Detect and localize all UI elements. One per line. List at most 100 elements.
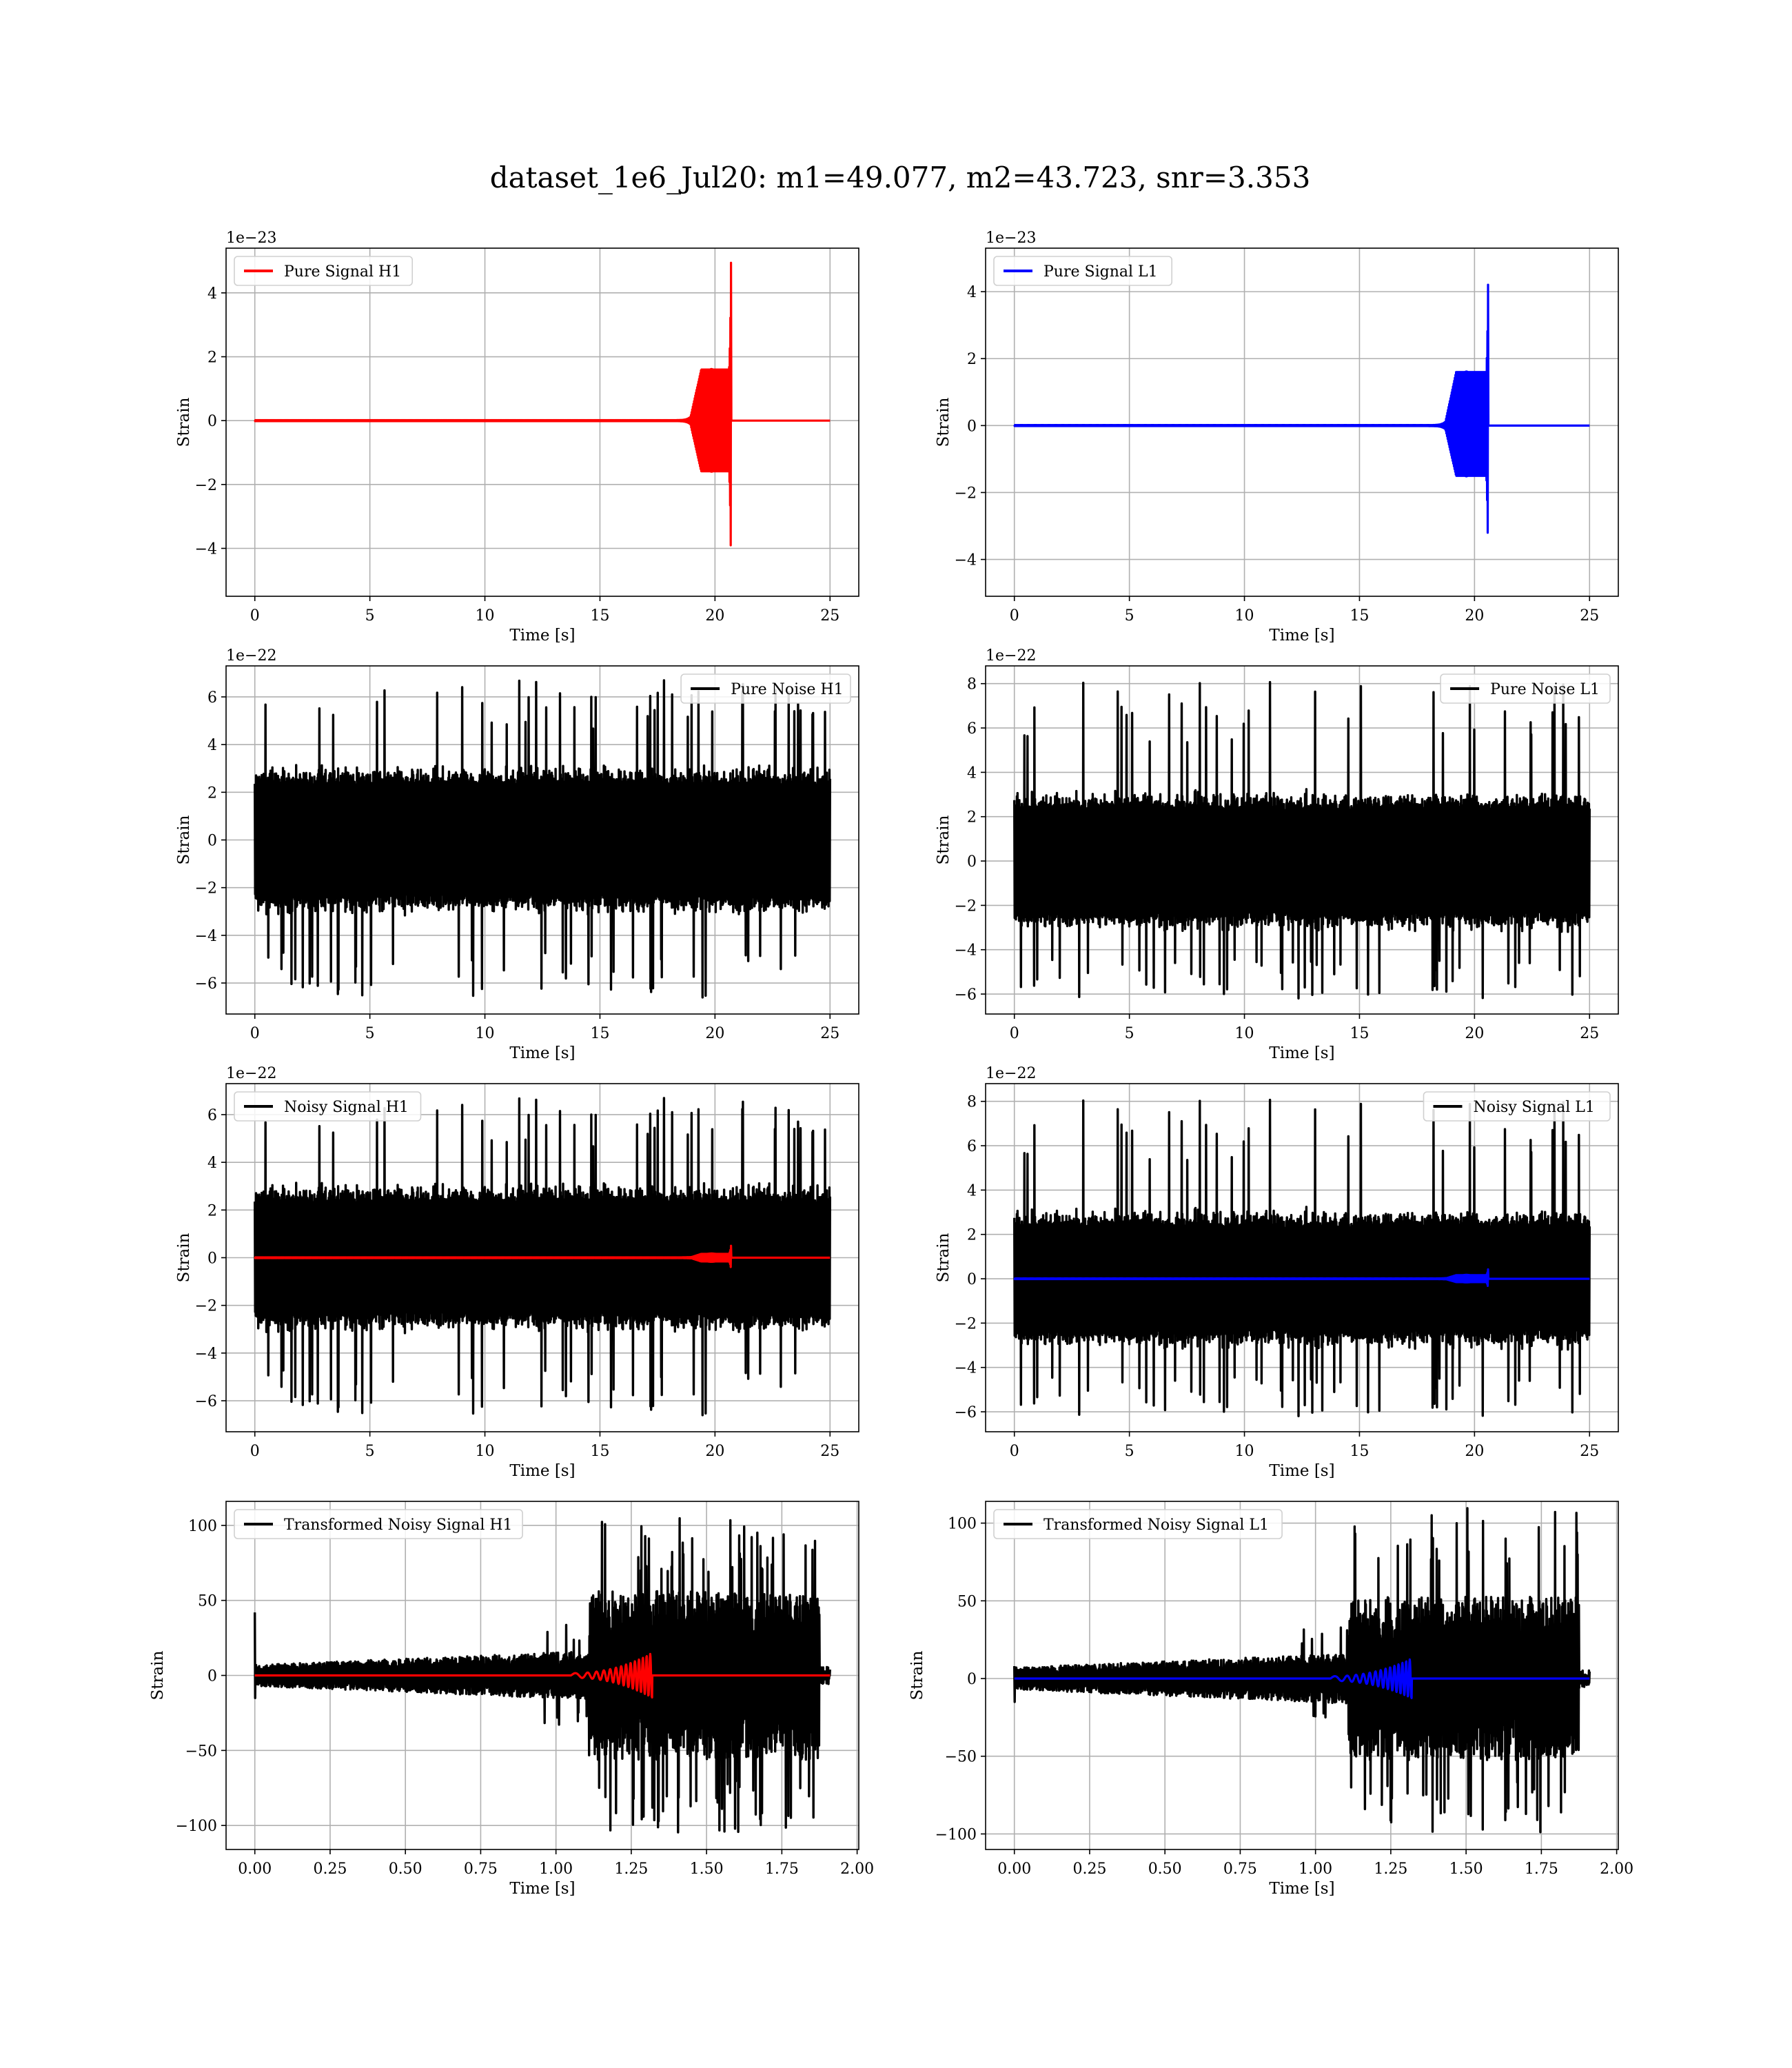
y-tick-label: 6 (967, 720, 977, 738)
x-tick-label: 20 (1465, 1025, 1484, 1042)
y-tick-label: −4 (195, 928, 217, 945)
x-tick-label: 25 (820, 1443, 839, 1460)
y-tick-label: 0 (967, 1671, 977, 1688)
legend: Pure Signal L1 (993, 256, 1173, 286)
legend-label: Pure Signal L1 (1043, 263, 1158, 281)
legend-box (680, 673, 851, 704)
y-tick-label: −4 (195, 541, 217, 558)
x-tick-label: 25 (820, 607, 839, 625)
x-tick-label: 1.50 (690, 1861, 724, 1878)
y-axis-label: Strain (908, 1650, 926, 1700)
series-line-noisy-signal-l1-overlay-1 (1013, 1268, 1591, 1287)
x-axis-label: Time [s] (1269, 1880, 1334, 1898)
y-tick-label: 8 (967, 1094, 977, 1111)
plot-area (1013, 1098, 1591, 1417)
x-tick-label: 0.75 (464, 1861, 498, 1878)
x-tick-label: 0.00 (238, 1861, 272, 1878)
subplot-transformed-noisy-signal-h1: 0.00 0.25 0.50 0.75 1.00 1.25 1.50 1.75 2.00 −100… (149, 1501, 874, 1898)
y-tick-label: 2 (967, 351, 977, 368)
x-tick-label: 10 (476, 1025, 495, 1042)
x-tick-label: 15 (590, 1443, 609, 1460)
legend-label: Noisy Signal H1 (284, 1099, 409, 1116)
legend-box (234, 1091, 422, 1122)
x-tick-label: 0 (1010, 607, 1019, 625)
x-tick-label: 10 (476, 1443, 495, 1460)
axes-frame (985, 247, 1619, 597)
x-axis-label: Time [s] (509, 1880, 575, 1898)
series-line-transformed-noisy-signal-l1 (1013, 1507, 1591, 1834)
x-tick-label: 5 (1125, 607, 1134, 625)
x-axis-label: Time [s] (1269, 627, 1334, 645)
series-line-transformed-noisy-signal-h1 (254, 1517, 831, 1834)
legend-box (993, 1509, 1283, 1539)
x-tick-label: 1.25 (1374, 1861, 1407, 1878)
y-tick-label: 2 (967, 809, 977, 827)
x-tick-label: 0 (1010, 1025, 1019, 1042)
axes-frame (985, 1083, 1619, 1432)
y-axis-label: Strain (935, 815, 953, 864)
x-tick-label: 1.00 (1299, 1861, 1332, 1878)
x-tick-label: 25 (1580, 607, 1599, 625)
y-tick-label: −50 (185, 1743, 217, 1760)
subplot-transformed-noisy-signal-l1: 0.00 0.25 0.50 0.75 1.00 1.25 1.50 1.75 2.00 −100… (908, 1501, 1633, 1898)
y-tick-label: −2 (955, 485, 977, 502)
y-tick-label: 0 (967, 1271, 977, 1288)
y-axis-label: Strain (175, 815, 193, 864)
y-tick-label: −2 (955, 898, 977, 915)
plot-area (254, 679, 831, 999)
x-tick-label: 2.00 (1600, 1861, 1633, 1878)
series-line-transformed-noisy-signal-l1-overlay-1 (1013, 1658, 1591, 1699)
offset-text: 1e−22 (986, 1065, 1036, 1082)
legend: Transformed Noisy Signal L1 (993, 1509, 1283, 1539)
plot-area (254, 261, 831, 547)
y-tick-label: −4 (955, 942, 977, 960)
legend: Transformed Noisy Signal H1 (234, 1509, 523, 1539)
y-tick-label: −2 (195, 880, 217, 898)
y-tick-label: −4 (195, 1346, 217, 1363)
legend-label: Transformed Noisy Signal H1 (284, 1517, 513, 1534)
y-tick-label: −2 (195, 477, 217, 494)
legend-label: Pure Noise H1 (731, 681, 844, 698)
y-tick-label: 50 (198, 1593, 217, 1610)
legend-label: Transformed Noisy Signal L1 (1043, 1517, 1269, 1534)
subplot-noisy-signal-h1: 0 5 10 15 20 25 −6 −4 −2 0 2 4 6 1e−22 Time [s] Strain N… (175, 1065, 859, 1480)
subplot-pure-noise-l1: 0 5 10 15 20 25 −6 −4 −2 0 2 4 6 8 1e−22 Time [s] Strain… (935, 647, 1619, 1062)
x-tick-label: 0.25 (1072, 1861, 1106, 1878)
y-tick-label: 4 (967, 1182, 977, 1199)
series-line-noisy-signal-h1-overlay-1 (254, 1244, 831, 1268)
y-tick-label: 0 (207, 1668, 217, 1685)
y-axis-label: Strain (149, 1650, 167, 1700)
y-tick-label: 2 (207, 349, 217, 367)
x-tick-label: 1.00 (539, 1861, 573, 1878)
x-tick-label: 5 (1125, 1443, 1134, 1460)
x-axis-label: Time [s] (509, 1044, 575, 1062)
plot-area (254, 1097, 831, 1417)
x-axis-label: Time [s] (509, 1462, 575, 1480)
y-tick-label: 2 (207, 784, 217, 802)
y-axis-label: Strain (175, 397, 193, 447)
x-tick-label: 20 (705, 1443, 724, 1460)
y-tick-label: 4 (967, 284, 977, 301)
x-tick-label: 0.25 (313, 1861, 347, 1878)
x-tick-label: 0 (250, 1025, 260, 1042)
y-tick-label: 0 (967, 418, 977, 435)
subplot-pure-noise-h1: 0 5 10 15 20 25 −6 −4 −2 0 2 4 6 1e−22 Time [s] Strain P… (175, 647, 859, 1062)
x-axis-label: Time [s] (1269, 1462, 1334, 1480)
y-tick-label: 0 (207, 833, 217, 850)
legend-label: Pure Noise L1 (1490, 681, 1600, 698)
subplot-pure-signal-l1: 0 5 10 15 20 25 −4 −2 0 2 4 1e−23 Time [s] Strain Pure… (935, 230, 1619, 645)
series-line-pure-noise-h1 (254, 679, 831, 999)
x-tick-label: 25 (1580, 1025, 1599, 1042)
x-tick-label: 0.50 (389, 1861, 422, 1878)
series-line-pure-signal-l1 (1013, 283, 1591, 534)
x-tick-label: 5 (365, 607, 375, 625)
y-tick-label: −50 (945, 1749, 977, 1766)
y-tick-label: −2 (195, 1298, 217, 1315)
x-tick-label: 20 (705, 607, 724, 625)
y-tick-label: 4 (207, 285, 217, 303)
offset-text: 1e−22 (226, 647, 276, 665)
legend-label: Pure Signal H1 (284, 263, 401, 281)
legend: Noisy Signal L1 (1423, 1091, 1611, 1122)
